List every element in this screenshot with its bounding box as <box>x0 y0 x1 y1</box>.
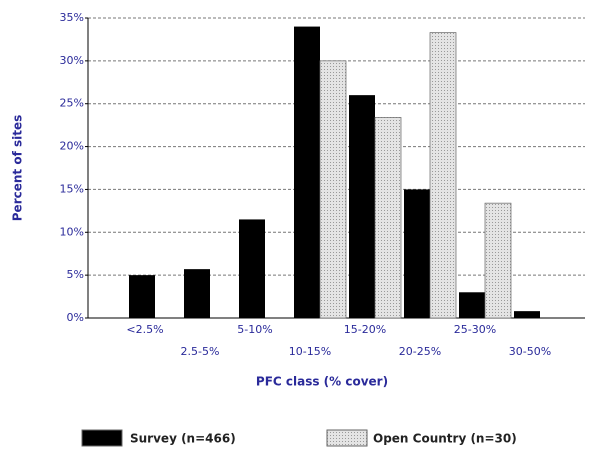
y-tick-label: 5% <box>67 268 84 281</box>
x-tick-label: 15-20% <box>344 323 386 336</box>
y-tick-label: 10% <box>60 225 84 238</box>
bar <box>349 95 375 319</box>
x-tick-label: 30-50% <box>509 345 551 358</box>
y-tick-label: 30% <box>60 54 84 67</box>
x-tick-label: 20-25% <box>399 345 441 358</box>
bar <box>129 275 155 318</box>
y-tick-label: 0% <box>67 311 84 324</box>
legend-swatch <box>326 429 368 447</box>
x-tick-label: 5-10% <box>237 323 272 336</box>
bar <box>404 189 430 318</box>
y-tick-label: 20% <box>60 140 84 153</box>
x-tick-label: 10-15% <box>289 345 331 358</box>
y-axis-title: Percent of sites <box>11 115 25 221</box>
x-tick-label: 25-30% <box>454 323 496 336</box>
legend-swatch <box>81 429 123 447</box>
bar <box>514 311 540 318</box>
x-tick-label: 2.5-5% <box>181 345 220 358</box>
bar <box>484 202 512 319</box>
bar <box>459 292 485 318</box>
bar <box>184 269 210 318</box>
legend-text: Open Country (n=30) <box>373 432 517 446</box>
x-axis-title: PFC class (% cover) <box>256 375 388 389</box>
bar <box>374 117 402 319</box>
bar <box>239 219 265 318</box>
legend-text: Survey (n=466) <box>130 432 236 446</box>
bar <box>319 60 347 319</box>
x-tick-label: <2.5% <box>126 323 163 336</box>
bar <box>429 32 457 319</box>
y-tick-label: 35% <box>60 11 84 24</box>
bar <box>294 26 320 318</box>
y-tick-label: 15% <box>60 182 84 195</box>
y-tick-label: 25% <box>60 97 84 110</box>
